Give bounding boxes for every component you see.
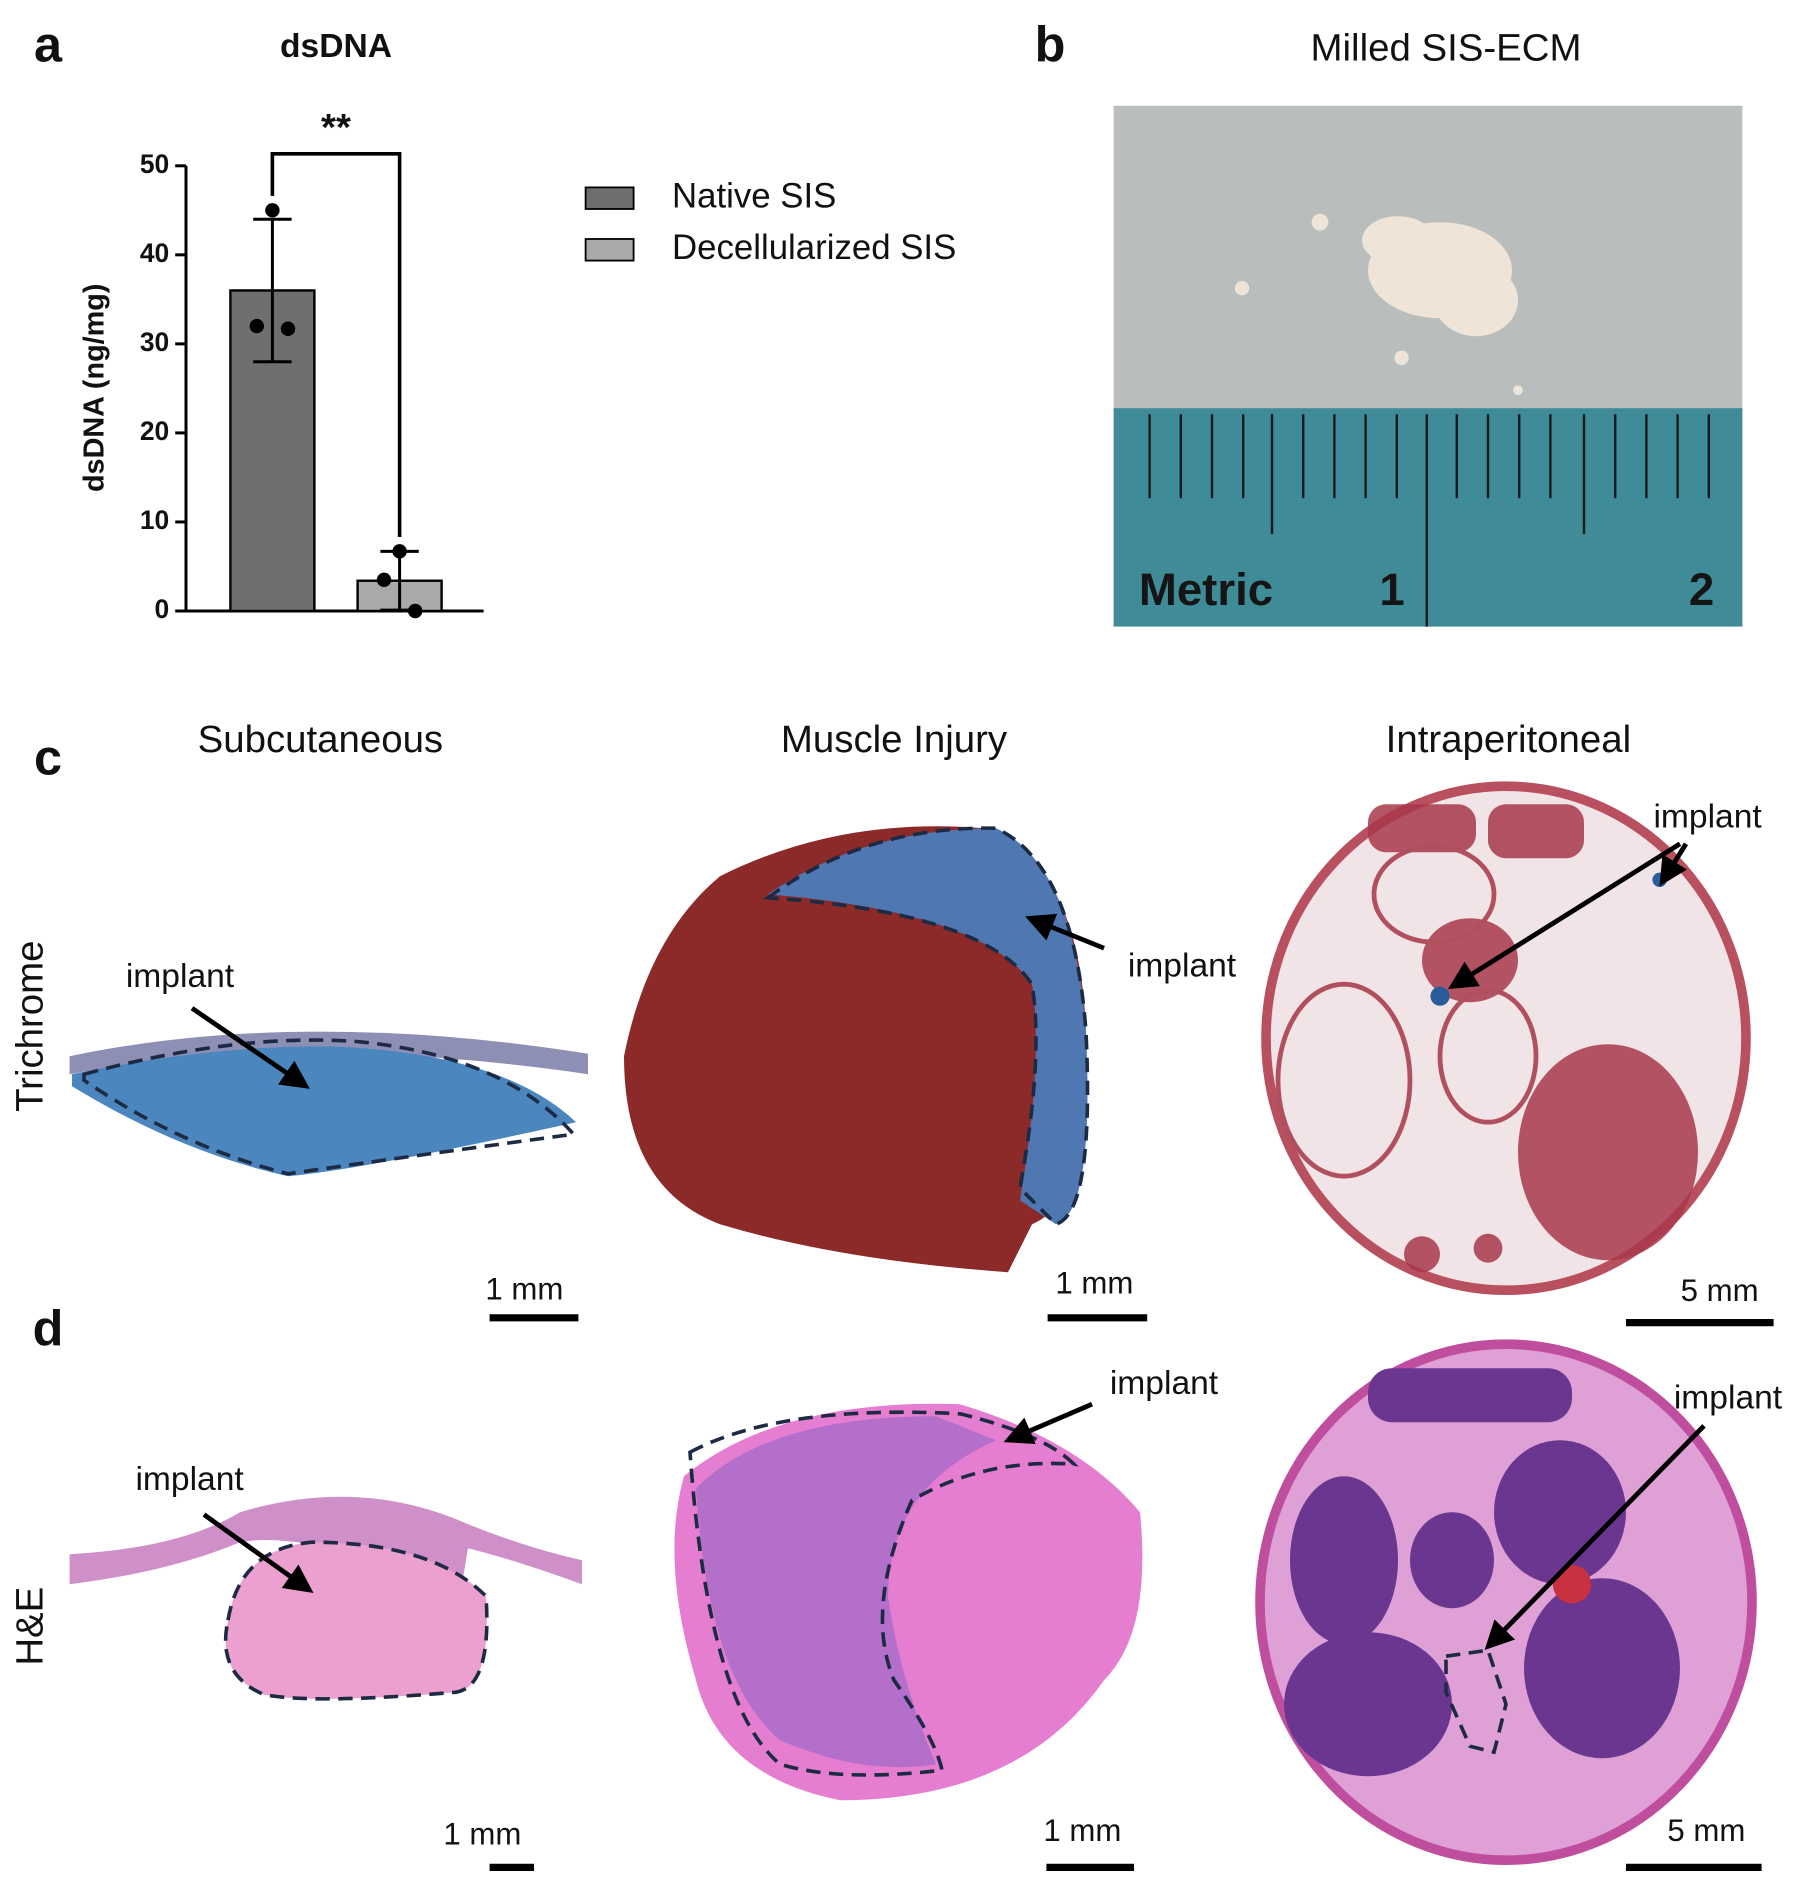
scale-bar-label: 1 mm (485, 1272, 563, 1307)
bar-chart: 0 10 20 30 40 50 Native SIS Decellularized SIS (140, 149, 956, 624)
y-tick-label: 30 (140, 327, 169, 357)
row-heading: H&E (9, 1587, 52, 1666)
arrow (1003, 1401, 1093, 1444)
panel-label: b (1035, 16, 1066, 73)
y-axis-label: dsDNA (ng/mg) (79, 284, 111, 492)
histology-image (69, 1496, 583, 1701)
significance: ** (321, 106, 351, 149)
histology-image (69, 1031, 589, 1177)
arrow (1447, 841, 1682, 990)
scale-bar-label: 5 mm (1667, 1813, 1745, 1848)
ruler-label: 2 (1689, 564, 1714, 615)
legend-label: Native SIS (672, 176, 836, 215)
ruler-label: Metric (1139, 564, 1273, 615)
row-heading: Trichrome (9, 941, 52, 1112)
data-point (280, 321, 296, 336)
panel-label: d (33, 1300, 64, 1357)
legend-label: Decellularized SIS (672, 228, 956, 267)
arrow (1025, 913, 1105, 951)
data-point (408, 603, 423, 619)
data-point (249, 318, 264, 334)
annotation: implant (1674, 1379, 1783, 1416)
data-point (265, 203, 280, 218)
y-tick-label: 40 (140, 238, 169, 268)
panel-title: Milled SIS-ECM (1311, 27, 1582, 70)
panel-label: a (34, 16, 63, 73)
arrow (190, 1006, 310, 1089)
y-tick-label: 0 (155, 594, 170, 624)
y-tick-label: 20 (140, 416, 169, 446)
arrow (202, 1512, 314, 1593)
histology-image (1261, 781, 1751, 1295)
annotation: implant (1110, 1365, 1219, 1402)
annotation: implant (126, 958, 235, 995)
scale-bar-label: 1 mm (443, 1816, 521, 1851)
y-tick-label: 50 (140, 149, 169, 179)
scale-bar-label: 1 mm (1043, 1813, 1121, 1848)
data-point (376, 572, 392, 588)
annotation: implant (1128, 947, 1237, 984)
histology-image (674, 1403, 1143, 1801)
arrow (1484, 1424, 1706, 1651)
scale-bar-label: 1 mm (1055, 1266, 1133, 1301)
legend-swatch (584, 186, 635, 210)
legend-swatch (584, 238, 635, 262)
histology-image (624, 826, 1090, 1273)
annotation: implant (135, 1461, 244, 1498)
histology-image (1255, 1339, 1757, 1865)
column-heading: Intraperitoneal (1386, 718, 1631, 761)
chart-title: dsDNA (280, 28, 392, 65)
arrow (1659, 842, 1689, 887)
significance-bracket (270, 151, 402, 537)
ruler-label: 1 (1379, 564, 1404, 615)
annotation: implant (1653, 798, 1762, 835)
data-point (392, 544, 407, 559)
scale-bar-label: 5 mm (1681, 1273, 1759, 1308)
photo: Metric 1 2 (1113, 105, 1743, 627)
column-heading: Subcutaneous (198, 718, 443, 761)
y-tick-label: 10 (140, 505, 169, 535)
panel-label: c (34, 728, 62, 785)
column-heading: Muscle Injury (781, 718, 1008, 761)
